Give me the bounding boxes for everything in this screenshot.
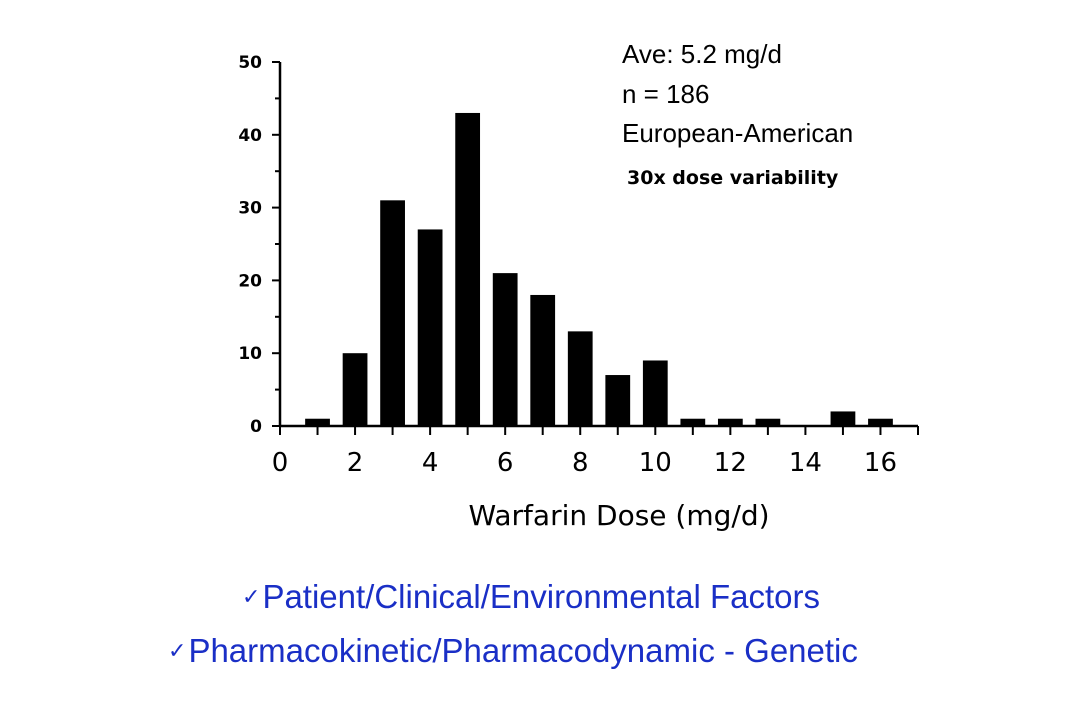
bar-dose-2 <box>342 353 368 426</box>
bullet-item-factors: ✓ Patient/Clinical/Environmental Factors <box>242 578 820 616</box>
bar-dose-8 <box>567 331 593 426</box>
bar-dose-15 <box>830 411 856 426</box>
bullet-item-genetic: ✓ Pharmacokinetic/Pharmacodynamic - Gene… <box>168 632 858 670</box>
bar-dose-6 <box>492 273 518 426</box>
annotation-population: European-American <box>622 118 853 148</box>
checkmark-icon: ✓ <box>242 584 261 610</box>
annotation-variability: 30x dose variability <box>627 167 839 189</box>
annotation-sample-size: n = 186 <box>622 79 709 109</box>
bar-dose-16 <box>868 418 893 426</box>
annotation-average: Ave: 5.2 mg/d <box>622 39 782 69</box>
x-ticks: 0 2 4 6 8 10 12 14 16 <box>272 426 919 478</box>
bullet-text: Patient/Clinical/Environmental Factors <box>262 578 821 615</box>
bar-dose-9 <box>605 375 631 426</box>
bar-dose-7 <box>530 294 556 426</box>
bar-dose-4 <box>417 229 443 426</box>
annotations: Ave: 5.2 mg/d n = 186 European-American … <box>622 39 853 189</box>
histogram-chart: 0 10 20 30 40 50 0 2 4 6 8 10 12 14 16 Warfarin Dose … <box>238 39 919 532</box>
x-tick-label: 6 <box>497 448 514 478</box>
x-tick-label: 0 <box>272 448 289 478</box>
y-tick-label: 10 <box>238 344 262 364</box>
x-tick-label: 16 <box>864 448 897 478</box>
bar-dose-3 <box>380 200 405 426</box>
bar-dose-10 <box>642 360 668 426</box>
bullet-text: Pharmacokinetic/Pharmacodynamic - Geneti… <box>188 632 858 669</box>
y-tick-label: 30 <box>238 199 262 219</box>
bar-dose-12 <box>717 418 743 426</box>
y-tick-label: 20 <box>238 271 262 291</box>
x-tick-label: 8 <box>572 448 589 478</box>
y-tick-label: 50 <box>238 53 262 73</box>
bar-dose-1 <box>305 418 330 426</box>
x-tick-label: 10 <box>639 448 672 478</box>
bar-dose-11 <box>680 418 706 426</box>
bar-dose-5 <box>455 112 481 427</box>
x-tick-label: 12 <box>714 448 747 478</box>
y-ticks: 0 10 20 30 40 50 <box>238 53 280 437</box>
bar-dose-13 <box>755 418 781 426</box>
y-tick-label: 0 <box>250 417 262 437</box>
x-tick-label: 4 <box>422 448 439 478</box>
checkmark-icon: ✓ <box>168 638 187 664</box>
bars <box>305 112 893 427</box>
x-tick-label: 14 <box>789 448 822 478</box>
x-tick-label: 2 <box>347 448 364 478</box>
x-axis-title: Warfarin Dose (mg/d) <box>468 499 769 532</box>
y-tick-label: 40 <box>238 126 262 146</box>
